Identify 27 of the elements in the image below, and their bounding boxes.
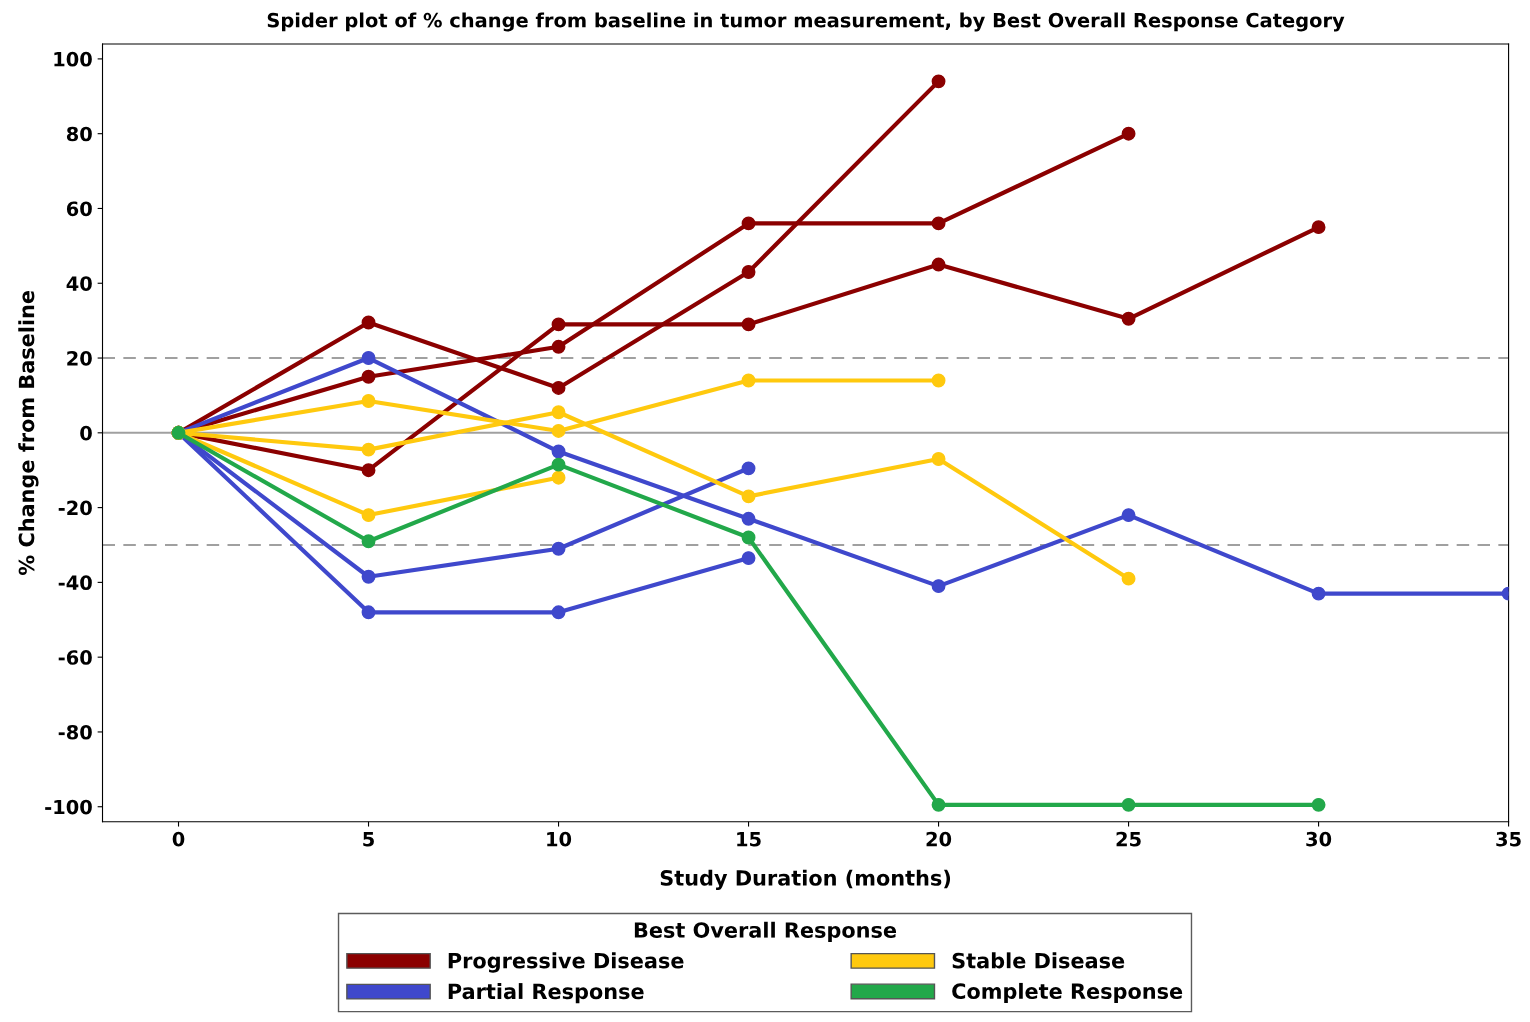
legend-label: Stable Disease <box>952 952 1125 969</box>
x-axis-title: Study Duration (months) <box>660 869 951 890</box>
y-tick-label: -100 <box>45 799 92 815</box>
y-tick-label: 20 <box>67 350 92 366</box>
x-tick-label: 25 <box>1116 831 1141 847</box>
x-tick-label: 20 <box>926 831 952 847</box>
x-tick-label: 5 <box>363 832 374 847</box>
y-tick-label: 40 <box>66 276 92 291</box>
legend-label: Complete Response <box>952 982 1183 1004</box>
y-tick-label: 100 <box>54 51 92 67</box>
y-tick-label: -40 <box>58 575 92 591</box>
x-tick-label: 10 <box>547 831 572 847</box>
y-tick-label: -60 <box>58 650 92 665</box>
y-tick-label: 60 <box>66 201 92 217</box>
y-tick-label: 80 <box>66 126 92 142</box>
x-tick-label: 35 <box>1496 831 1521 847</box>
x-tick-label: 15 <box>737 832 761 847</box>
y-tick-label: 0 <box>80 425 92 441</box>
legend-label: Progressive Disease <box>448 952 684 973</box>
legend-title: Best Overall Response <box>634 921 897 942</box>
x-tick-label: 30 <box>1306 831 1332 847</box>
chart-title: Spider plot of % change from baseline in tumor measurement, by Best Overall Response Category <box>267 12 1345 32</box>
y-tick-label: -20 <box>58 500 92 516</box>
y-tick-label: -80 <box>58 724 92 740</box>
x-tick-label: 0 <box>172 831 185 847</box>
legend-label: Partial Response <box>448 983 644 1004</box>
y-axis-title: % Change from Baseline <box>18 290 39 576</box>
